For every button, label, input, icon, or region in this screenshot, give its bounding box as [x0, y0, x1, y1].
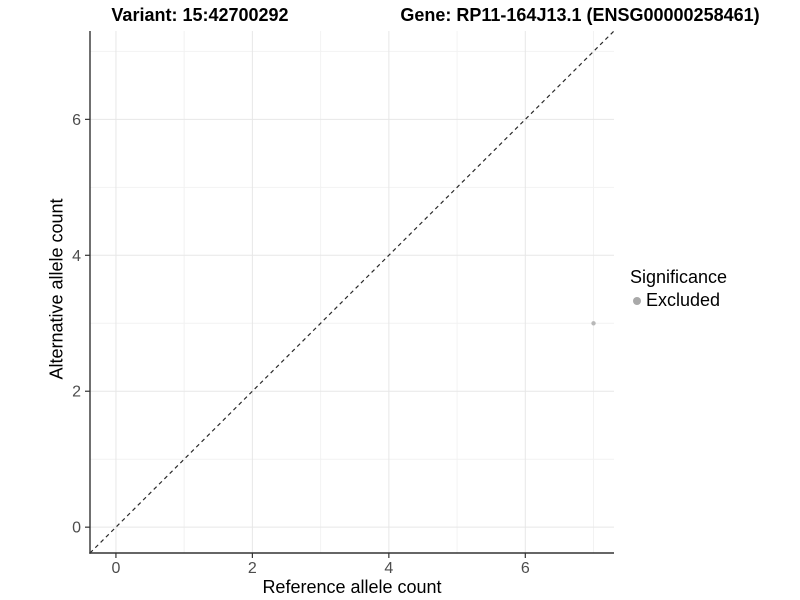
x-tick-label: 0 — [111, 560, 120, 577]
legend-item-excluded: Excluded — [630, 289, 727, 312]
y-tick-label: 2 — [72, 384, 81, 401]
x-axis-title: Reference allele count — [262, 577, 442, 597]
y-tick-label: 4 — [72, 248, 81, 265]
x-tick-label: 4 — [384, 560, 393, 577]
legend-item-label: Excluded — [646, 290, 721, 310]
legend-key-dot-icon — [633, 296, 641, 305]
legend-title: Significance — [630, 267, 728, 287]
data-point — [591, 321, 596, 326]
y-axis-title: Alternative allele count — [46, 198, 67, 380]
variant-title: Variant: 15:42700292 — [111, 5, 289, 25]
identity-line — [89, 30, 615, 554]
gene-title: Gene: RP11-164J13.1 (ENSG00000258461) — [400, 5, 760, 25]
x-tick-label: 6 — [521, 560, 530, 577]
legend: Significance Excluded — [630, 266, 727, 312]
x-tick-label: 2 — [248, 560, 257, 577]
y-tick-label: 6 — [72, 112, 81, 129]
y-tick-label: 0 — [72, 520, 81, 537]
